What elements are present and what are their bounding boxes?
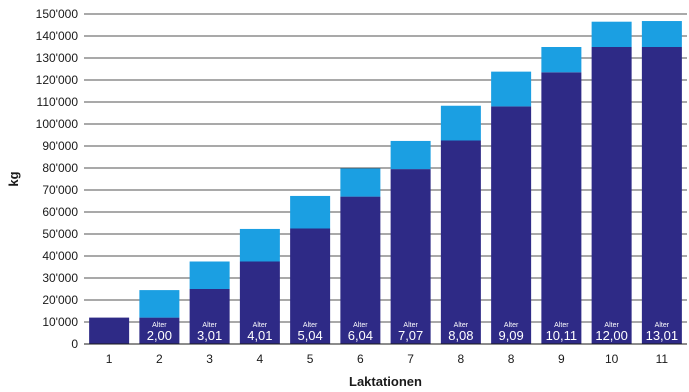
bar-label-alter: Alter	[454, 322, 469, 329]
bar-label-age: 5,04	[297, 328, 322, 343]
bar-segment-base	[239, 261, 280, 344]
y-tick-label: 150'000	[36, 7, 79, 21]
x-tick-label: 10	[605, 352, 619, 366]
bar-label-alter: Alter	[403, 322, 418, 329]
y-tick-label: 80'000	[42, 161, 78, 175]
y-axis-ticks: 0 10'000 20'000 30'000 40'000 50'000 60'000 70'…	[36, 7, 79, 351]
bar-segment-increment	[340, 168, 381, 197]
y-tick-label: 140'000	[36, 29, 79, 43]
x-tick-label: 1	[106, 352, 113, 366]
bar-segment-increment	[189, 261, 230, 289]
bar-label-alter: Alter	[655, 322, 670, 329]
bars: Alter2,00Alter3,01Alter4,01Alter5,04Alte…	[89, 21, 682, 345]
bar-label-age: 8,08	[448, 328, 473, 343]
bar-label-alter: Alter	[202, 322, 217, 329]
bar-segment-increment	[541, 47, 582, 73]
y-tick-label: 100'000	[36, 117, 79, 131]
x-tick-label: 2	[156, 352, 163, 366]
bar-label-age: 7,07	[398, 328, 423, 343]
x-tick-label: 8	[458, 352, 465, 366]
bar-segment-base	[591, 47, 632, 344]
bar-label-age: 12,00	[595, 328, 628, 343]
x-tick-label: 3	[206, 352, 213, 366]
bar-label-alter: Alter	[303, 322, 318, 329]
bar-label-alter: Alter	[554, 322, 569, 329]
y-tick-label: 120'000	[36, 73, 79, 87]
bar-segment-base	[89, 317, 130, 344]
y-tick-label: 40'000	[42, 249, 78, 263]
bar-label-alter: Alter	[152, 322, 167, 329]
bar-label-age: 4,01	[247, 328, 272, 343]
bar-segment-increment	[641, 21, 682, 47]
x-tick-label: 7	[407, 352, 414, 366]
x-tick-label: 5	[307, 352, 314, 366]
bar-segment-base	[139, 317, 180, 344]
y-tick-label: 60'000	[42, 205, 78, 219]
bar-segment-increment	[290, 195, 331, 229]
x-tick-label: 6	[357, 352, 364, 366]
bar-label-age: 6,04	[348, 328, 373, 343]
bar-segment-base	[541, 72, 582, 345]
y-tick-label: 90'000	[42, 139, 78, 153]
bar-label-age: 3,01	[197, 328, 222, 343]
y-tick-label: 70'000	[42, 183, 78, 197]
bar-label-alter: Alter	[504, 322, 519, 329]
bar-segment-base	[491, 106, 532, 345]
y-tick-label: 20'000	[42, 293, 78, 307]
x-tick-label: 11	[656, 352, 669, 366]
bar-segment-base	[340, 196, 381, 344]
y-tick-label: 110'000	[37, 95, 79, 109]
x-axis-ticks: 1 2 3 4 5 6 7 8 8 9 10 11	[106, 352, 669, 366]
bar-segment-increment	[591, 21, 632, 47]
bar-segment-increment	[491, 71, 532, 107]
x-tick-label: 8	[508, 352, 515, 366]
bar-label-age: 9,09	[498, 328, 523, 343]
y-tick-label: 50'000	[42, 227, 78, 241]
y-tick-label: 10'000	[42, 315, 78, 329]
y-tick-label: 0	[71, 337, 78, 351]
x-tick-label: 4	[257, 352, 264, 366]
bar-segment-increment	[440, 105, 481, 141]
bar-label-alter: Alter	[604, 322, 619, 329]
x-axis-title: Laktationen	[349, 374, 422, 389]
bar-label-alter: Alter	[253, 322, 268, 329]
y-tick-label: 130'000	[36, 51, 79, 65]
x-tick-label: 9	[558, 352, 565, 366]
bar-segment-base	[390, 169, 431, 344]
bar-segment-increment	[139, 290, 180, 318]
bar-segment-base	[290, 228, 331, 344]
bar-label-age: 13,01	[646, 328, 679, 343]
bar-label-age: 10,11	[546, 328, 578, 343]
gridlines	[84, 13, 687, 323]
bar-label-age: 2,00	[147, 328, 172, 343]
bar-segment-increment	[390, 140, 431, 170]
bar-segment-base	[440, 140, 481, 344]
y-tick-label: 30'000	[42, 271, 78, 285]
bar-segment-increment	[239, 228, 280, 262]
bar-segment-base	[189, 289, 230, 344]
bar-label-alter: Alter	[353, 322, 368, 329]
y-axis-title: kg	[6, 171, 21, 186]
bar-segment-base	[641, 47, 682, 344]
